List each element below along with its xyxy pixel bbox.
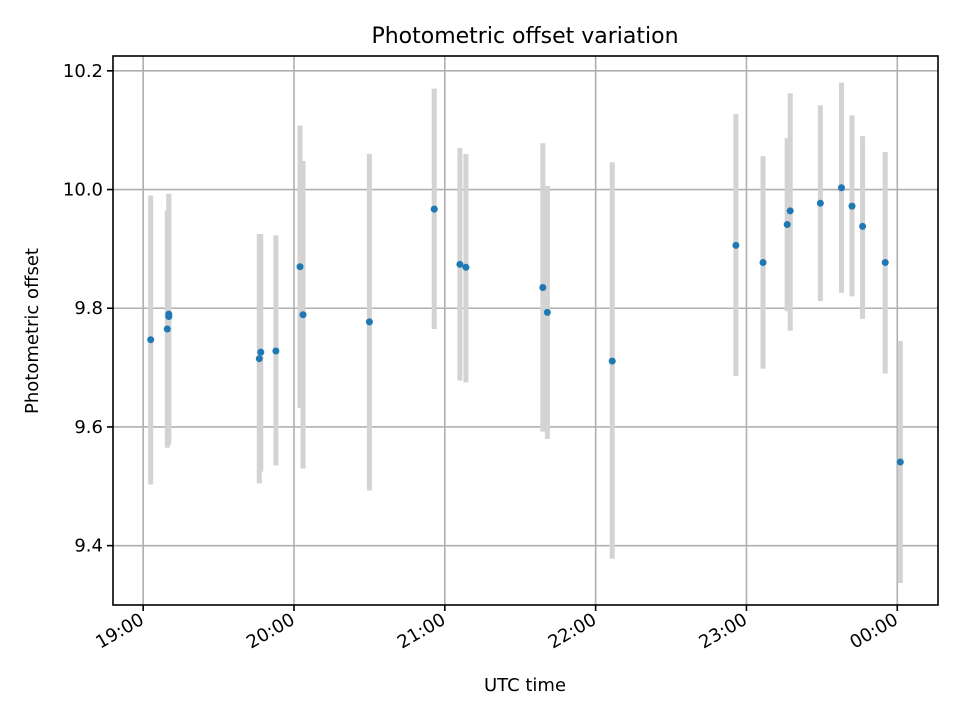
data-point bbox=[165, 313, 173, 321]
x-tick-label: 22:00 bbox=[545, 609, 600, 653]
data-point bbox=[365, 318, 373, 326]
x-tick-label: 20:00 bbox=[243, 609, 298, 653]
data-point bbox=[299, 311, 307, 319]
data-point bbox=[786, 207, 794, 215]
y-tick-label: 9.6 bbox=[74, 417, 103, 438]
data-point bbox=[456, 260, 464, 268]
data-point bbox=[296, 263, 304, 271]
data-point bbox=[255, 355, 263, 363]
chart-title: Photometric offset variation bbox=[371, 24, 678, 49]
plot-frame bbox=[112, 55, 939, 606]
data-point bbox=[816, 199, 824, 207]
x-tick-label: 23:00 bbox=[696, 609, 751, 653]
data-point bbox=[272, 347, 280, 355]
data-point bbox=[732, 241, 740, 249]
y-axis-ticks: 9.4 9.6 9.8 10.0 10.2 bbox=[63, 61, 113, 557]
data-point bbox=[859, 222, 867, 230]
data-point bbox=[881, 259, 889, 267]
error-bars bbox=[148, 82, 903, 584]
y-tick-label: 9.8 bbox=[74, 298, 103, 319]
data-point bbox=[257, 348, 265, 356]
x-axis-ticks: 19:00 20:00 21:00 22:00 23:00 00:00 bbox=[92, 605, 902, 653]
y-tick-label: 10.0 bbox=[63, 180, 103, 201]
data-point bbox=[608, 357, 616, 365]
data-point bbox=[539, 283, 547, 291]
data-point bbox=[147, 336, 155, 344]
y-axis-label: Photometric offset bbox=[22, 248, 43, 414]
y-tick-label: 10.2 bbox=[63, 61, 103, 82]
x-tick-label: 00:00 bbox=[846, 609, 901, 653]
data-point bbox=[462, 263, 470, 271]
data-points bbox=[147, 184, 904, 466]
y-tick-label: 9.4 bbox=[74, 536, 103, 557]
x-axis-label: UTC time bbox=[484, 675, 566, 696]
data-point bbox=[759, 259, 767, 267]
x-tick-label: 19:00 bbox=[92, 609, 147, 653]
data-point bbox=[896, 458, 904, 466]
data-point bbox=[848, 202, 856, 210]
data-point bbox=[783, 221, 791, 229]
data-point bbox=[163, 325, 171, 333]
data-point bbox=[837, 184, 845, 192]
data-point bbox=[430, 205, 438, 213]
grid-lines bbox=[113, 56, 938, 605]
x-tick-label: 21:00 bbox=[394, 609, 449, 653]
data-point bbox=[543, 308, 551, 316]
